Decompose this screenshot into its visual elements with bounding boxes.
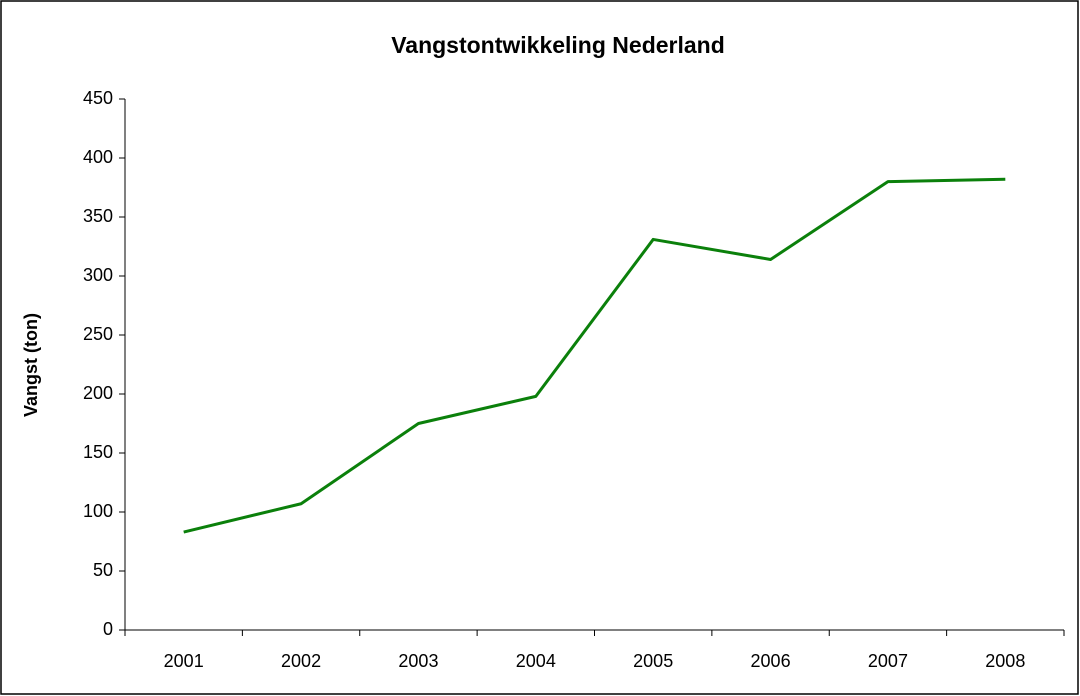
y-tick-label: 150 xyxy=(83,442,113,462)
x-tick-label: 2006 xyxy=(751,651,791,671)
x-tick-label: 2007 xyxy=(868,651,908,671)
x-tick-label: 2005 xyxy=(633,651,673,671)
y-tick-label: 0 xyxy=(103,619,113,639)
y-tick-label: 350 xyxy=(83,206,113,226)
x-tick-label: 2001 xyxy=(164,651,204,671)
y-tick-label: 200 xyxy=(83,383,113,403)
x-tick-label: 2008 xyxy=(985,651,1025,671)
y-tick-label: 250 xyxy=(83,324,113,344)
x-tick-label: 2002 xyxy=(281,651,321,671)
y-axis-label: Vangst (ton) xyxy=(21,313,41,417)
y-tick-label: 450 xyxy=(83,88,113,108)
x-tick-label: 2003 xyxy=(398,651,438,671)
y-tick-label: 50 xyxy=(93,560,113,580)
x-tick-label: 2004 xyxy=(516,651,556,671)
chart-title: Vangstontwikkeling Nederland xyxy=(391,32,725,58)
line-series xyxy=(183,177,1006,534)
y-tick-label: 100 xyxy=(83,501,113,521)
y-tick-label: 300 xyxy=(83,265,113,285)
y-tick-label: 400 xyxy=(83,147,113,167)
